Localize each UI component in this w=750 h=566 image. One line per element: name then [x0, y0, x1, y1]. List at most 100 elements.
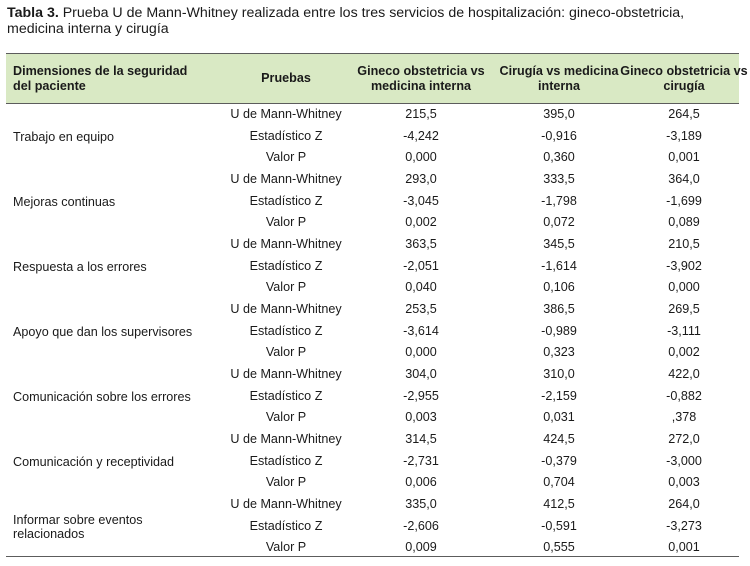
dimension-label: Informar sobre eventos relacionados	[13, 512, 143, 541]
header-pruebas: Pruebas	[261, 71, 311, 85]
dimension-group: Trabajo en equipo U de Mann-Whitney 215,5 3…	[6, 104, 739, 169]
value-cell: 269,5	[668, 302, 700, 316]
test-name-cell: Estadístico Z	[249, 453, 323, 468]
value-cell: -2,731	[403, 453, 439, 468]
test-name-cell: Estadístico Z	[249, 193, 323, 208]
table-row: U de Mann-Whitney 304,0 310,0 422,0	[6, 364, 739, 386]
value-cell: 345,5	[543, 237, 575, 251]
value-cell: 335,0	[405, 497, 437, 511]
dimension-label: Respuesta a los errores	[13, 259, 147, 274]
test-name-cell: Valor P	[265, 410, 307, 425]
header-cirugia-vs-medicina: Cirugía vs medicina interna	[499, 63, 619, 93]
value-cell: -3,273	[666, 518, 702, 533]
test-name-cell: U de Mann-Whitney	[230, 107, 342, 121]
value-cell: 0,031	[543, 410, 575, 425]
test-name-cell: Estadístico Z	[249, 323, 323, 338]
value-cell: -2,955	[403, 388, 439, 403]
value-cell: 0,000	[405, 150, 437, 165]
value-cell: 333,5	[543, 172, 575, 186]
table-row: Estadístico Z -3,614 -0,989 -3,111	[6, 321, 739, 343]
dimension-group: Mejoras continuas U de Mann-Whitney 293,0 3…	[6, 169, 739, 234]
dimension-group: Apoyo que dan los supervisores U de Mann-…	[6, 299, 739, 364]
value-cell: 364,0	[668, 172, 700, 186]
value-cell: 0,000	[405, 345, 437, 360]
value-cell: -2,159	[541, 388, 577, 403]
value-cell: 363,5	[405, 237, 437, 251]
table-row: Estadístico Z -2,731 -0,379 -3,000	[6, 451, 739, 473]
value-cell: 215,5	[405, 107, 437, 121]
table-header: Dimensiones de la seguridad del paciente…	[6, 53, 748, 104]
value-cell: 0,002	[405, 215, 437, 230]
dimension-group: Comunicación y receptividad U de Mann-Whi…	[6, 429, 739, 494]
value-cell: 424,5	[543, 432, 575, 446]
dimension-label: Mejoras continuas	[13, 194, 116, 209]
dimension-group: Comunicación sobre los errores U de Mann-…	[6, 364, 739, 429]
results-table: Dimensiones de la seguridad del paciente…	[6, 53, 748, 559]
value-cell: ,378	[671, 410, 697, 425]
value-cell: 0,555	[543, 540, 575, 555]
value-cell: 0,001	[668, 150, 700, 165]
value-cell: 264,5	[668, 107, 700, 121]
value-cell: -1,699	[666, 193, 702, 208]
value-cell: 314,5	[405, 432, 437, 446]
value-cell: -0,591	[541, 518, 577, 533]
dimension-label: Trabajo en equipo	[13, 129, 115, 144]
test-name-cell: Valor P	[265, 540, 307, 555]
test-name-cell: U de Mann-Whitney	[230, 302, 342, 316]
value-cell: 386,5	[543, 302, 575, 316]
value-cell: 0,704	[543, 475, 575, 490]
table-row: U de Mann-Whitney 215,5 395,0 264,5	[6, 104, 739, 126]
dimension-group: Informar sobre eventos relacionados U de …	[6, 494, 739, 559]
value-cell: 253,5	[405, 302, 437, 316]
test-name-cell: U de Mann-Whitney	[230, 497, 342, 511]
value-cell: 395,0	[543, 107, 575, 121]
value-cell: -3,045	[403, 193, 439, 208]
dimension-label: Apoyo que dan los supervisores	[13, 324, 193, 339]
table-row: U de Mann-Whitney 253,5 386,5 269,5	[6, 299, 739, 321]
value-cell: 0,323	[543, 345, 575, 360]
value-cell: -3,902	[666, 258, 702, 273]
caption-label: Tabla 3.	[7, 5, 59, 21]
value-cell: 422,0	[668, 367, 700, 381]
value-cell: -0,916	[541, 128, 577, 143]
value-cell: 264,0	[668, 497, 700, 511]
value-cell: -4,242	[403, 128, 439, 143]
value-cell: 0,003	[405, 410, 437, 425]
table-row: Valor P 0,040 0,106 0,000	[6, 277, 739, 299]
value-cell: -1,614	[541, 258, 577, 273]
table-row: Valor P 0,002 0,072 0,089	[6, 212, 739, 234]
table-row: U de Mann-Whitney 363,5 345,5 210,5	[6, 234, 739, 256]
test-name-cell: Estadístico Z	[249, 128, 323, 143]
table-row: Valor P 0,006 0,704 0,003	[6, 472, 739, 494]
table-row: U de Mann-Whitney 314,5 424,5 272,0	[6, 429, 739, 451]
value-cell: 412,5	[543, 497, 575, 511]
value-cell: -2,606	[403, 518, 439, 533]
test-name-cell: U de Mann-Whitney	[230, 237, 342, 251]
value-cell: 304,0	[405, 367, 437, 381]
dimension-label: Comunicación y receptividad	[13, 454, 175, 469]
value-cell: 0,002	[668, 345, 700, 360]
table-row: Valor P 0,000 0,360 0,001	[6, 147, 739, 169]
header-dimension: Dimensiones de la seguridad del paciente	[13, 63, 188, 93]
table-row: Estadístico Z -3,045 -1,798 -1,699	[6, 191, 739, 213]
dimension-group: Respuesta a los errores U de Mann-Whitney…	[6, 234, 739, 299]
value-cell: 0,040	[405, 280, 437, 295]
header-gineco-vs-medicina: Gineco obstetricia vs medicina interna	[357, 63, 485, 93]
table-row: Valor P 0,000 0,323 0,002	[6, 342, 739, 364]
value-cell: 0,106	[543, 280, 575, 295]
header-gineco-vs-cirugia: Gineco obstetricia vs cirugía	[620, 63, 748, 93]
table-body: Trabajo en equipo U de Mann-Whitney 215,5 3…	[6, 104, 739, 559]
test-name-cell: Estadístico Z	[249, 518, 323, 533]
table-row: Estadístico Z -2,051 -1,614 -3,902	[6, 256, 739, 278]
value-cell: -1,798	[541, 193, 577, 208]
table-row: U de Mann-Whitney 293,0 333,5 364,0	[6, 169, 739, 191]
table-row: U de Mann-Whitney 335,0 412,5 264,0	[6, 494, 739, 516]
value-cell: -2,051	[403, 258, 439, 273]
value-cell: -3,000	[666, 453, 702, 468]
table-row: Valor P 0,003 0,031 ,378	[6, 407, 739, 429]
dimension-label: Comunicación sobre los errores	[13, 389, 191, 404]
test-name-cell: Valor P	[265, 280, 307, 295]
test-name-cell: Valor P	[265, 215, 307, 230]
value-cell: 0,360	[543, 150, 575, 165]
table-caption: Tabla 3. Prueba U de Mann-Whitney realiz…	[7, 5, 743, 37]
